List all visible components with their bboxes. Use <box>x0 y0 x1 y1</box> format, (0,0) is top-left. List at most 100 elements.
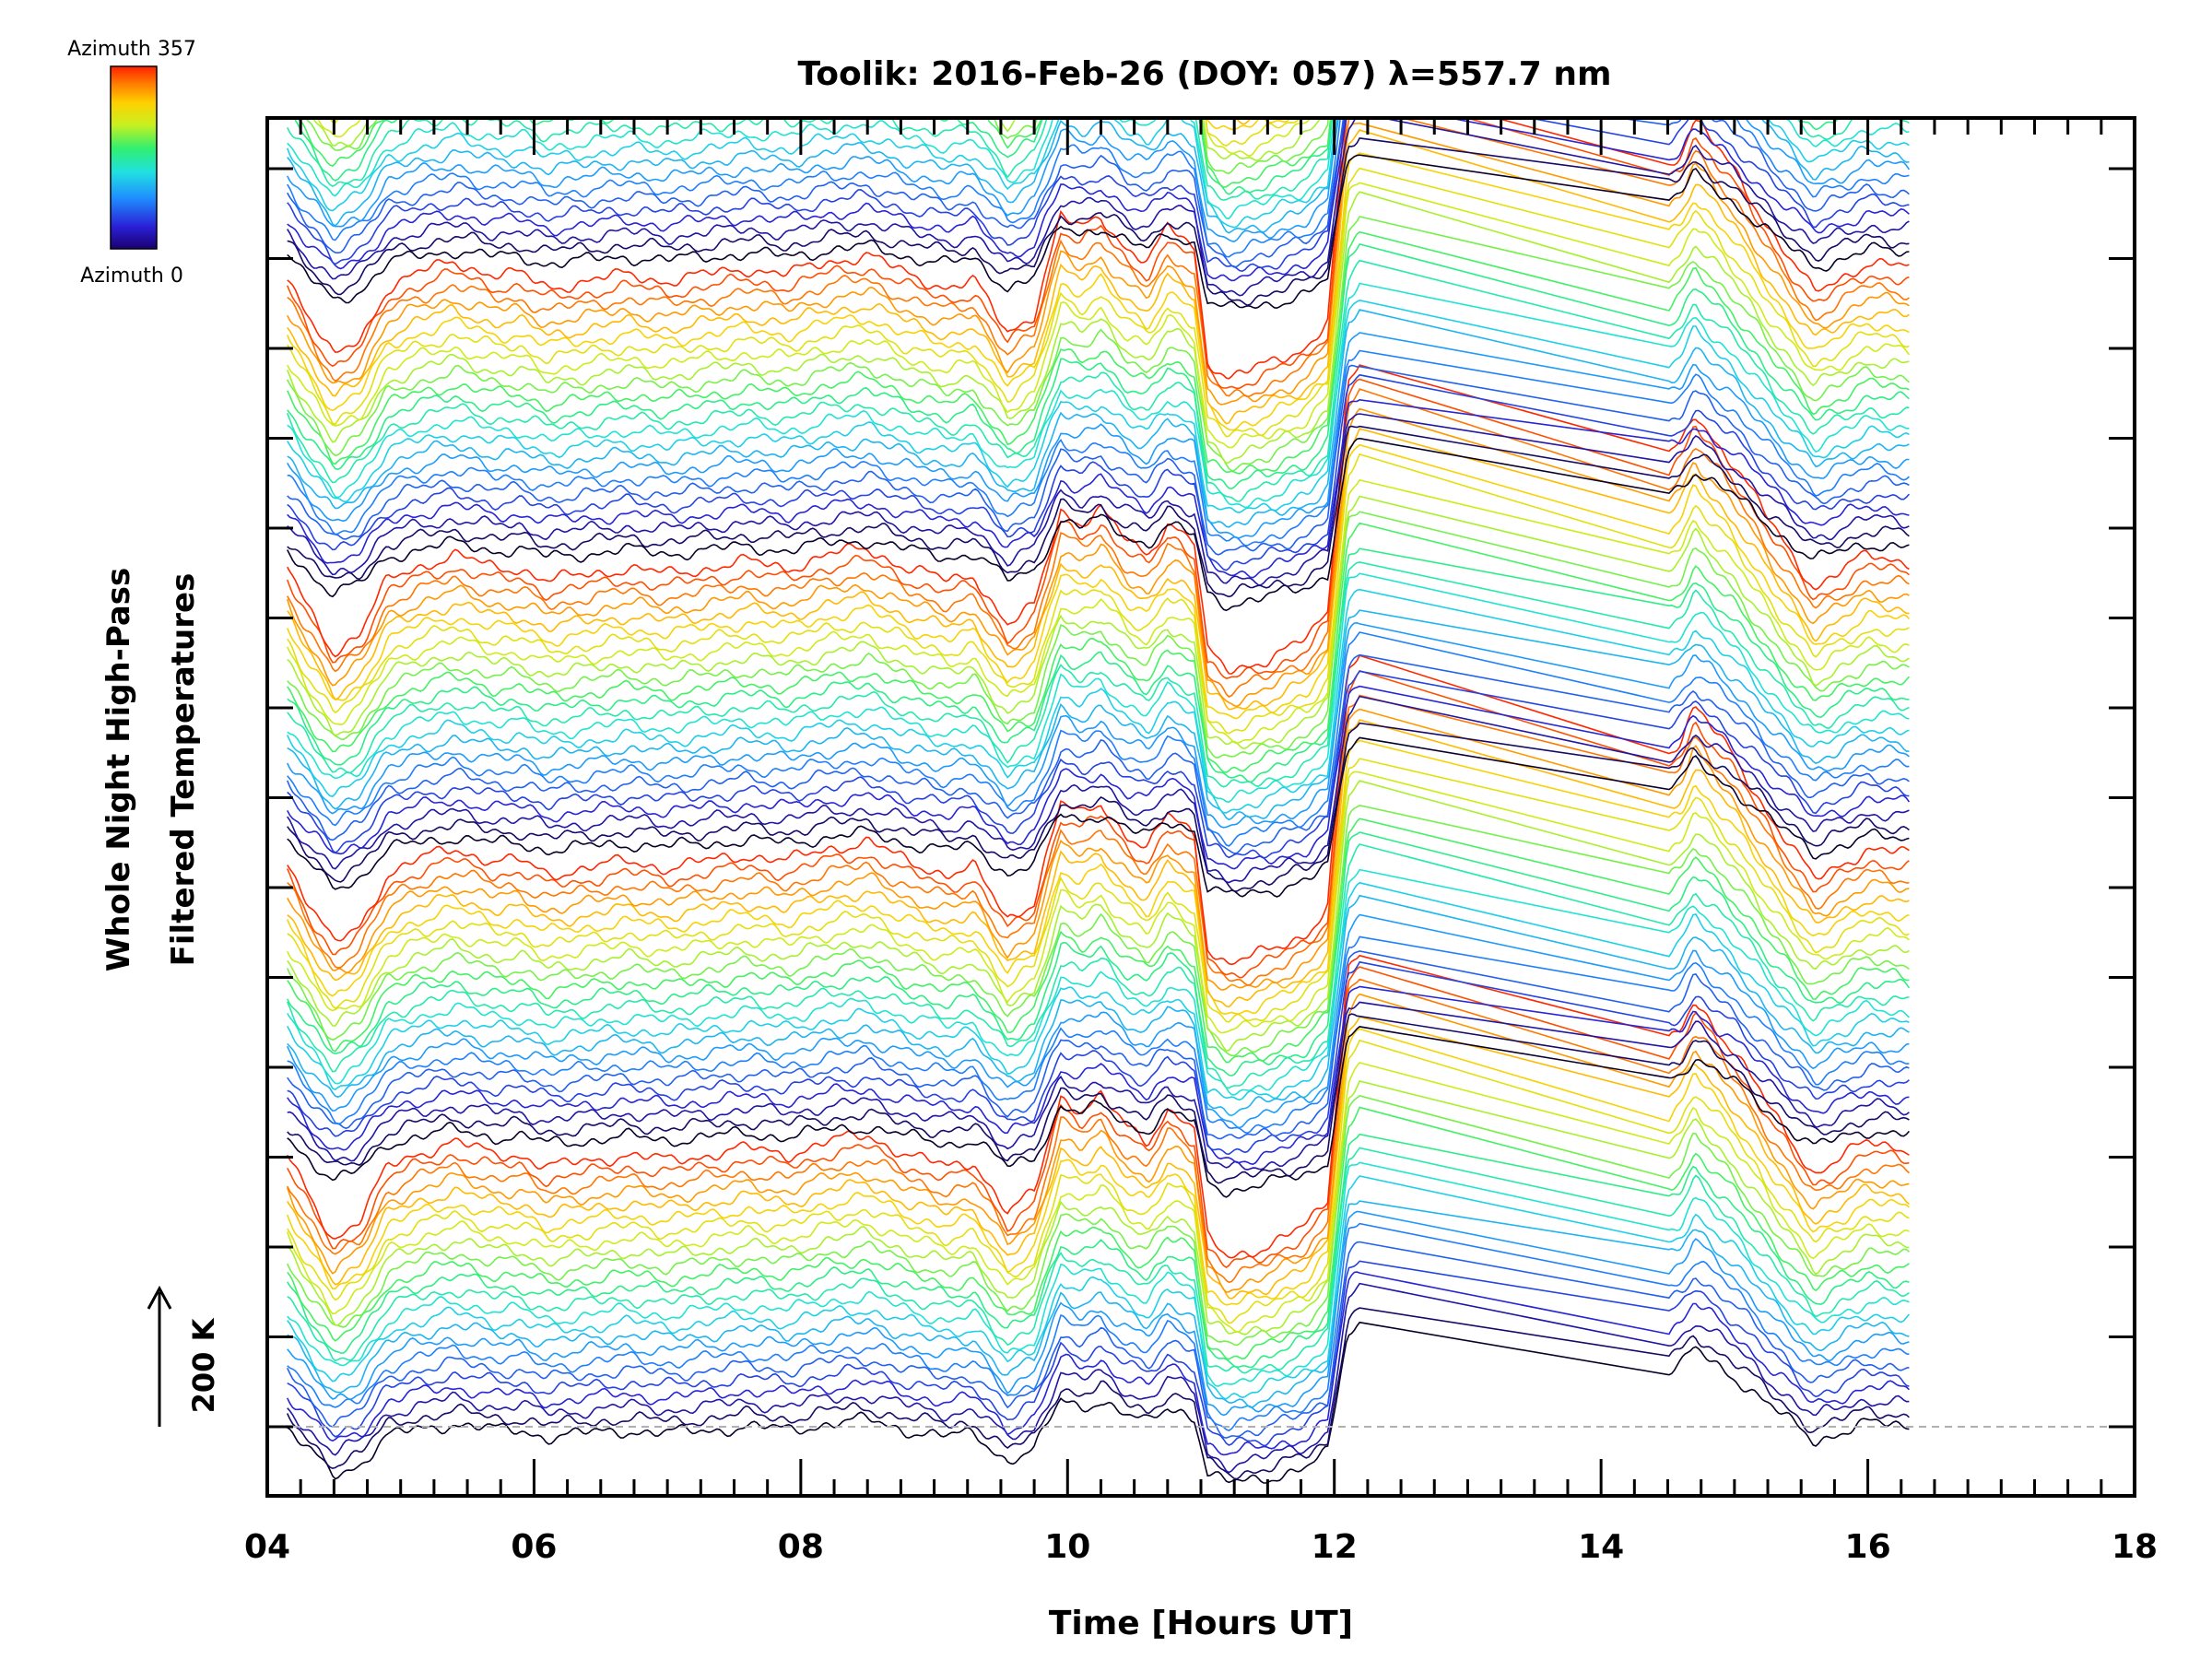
series-line-57 <box>286 588 1910 814</box>
series-line-83 <box>286 259 1910 502</box>
series-line-109 <box>295 118 1332 188</box>
x-tick-label: 04 <box>244 1528 290 1566</box>
series-line-15 <box>287 1080 1910 1335</box>
series-line-43 <box>287 719 1910 1008</box>
series-line-24 <box>287 1026 1911 1198</box>
series-line-79 <box>287 332 1910 539</box>
x-tick-label: 18 <box>2112 1528 2158 1566</box>
y-axis-label: Whole Night High-Pass Filtered Temperatu… <box>100 568 202 972</box>
x-tick-label: 10 <box>1044 1528 1090 1566</box>
series-line-3 <box>286 1271 1910 1456</box>
series-line-107 <box>286 118 1910 201</box>
series-line-103 <box>286 118 1911 242</box>
series-line-49 <box>287 722 1910 892</box>
series-line-18 <box>286 1028 1910 1306</box>
series-line-87 <box>286 191 1910 465</box>
series-line-105 <box>286 118 1910 229</box>
series-line-29 <box>287 950 1910 1140</box>
series-line-33 <box>287 881 1910 1101</box>
series-line-30 <box>287 935 1910 1135</box>
series-line-60 <box>287 547 1910 783</box>
series-line-6 <box>287 1222 1910 1431</box>
series-line-106 <box>287 118 1910 219</box>
series-line-42 <box>286 739 1910 1015</box>
series-line-88 <box>286 182 1911 449</box>
series-line-72 <box>286 437 1910 612</box>
y-axis-label-line1: Whole Night High-Pass <box>100 568 137 972</box>
series-line-74 <box>287 413 1910 586</box>
series-line-52 <box>287 670 1910 859</box>
series-line-90 <box>286 152 1910 431</box>
series-line-92 <box>286 122 1910 406</box>
series-line-78 <box>287 349 1910 547</box>
series-line-82 <box>287 282 1910 509</box>
series-line-31 <box>286 913 1910 1129</box>
series-line-93 <box>287 118 1910 398</box>
series-line-51 <box>286 685 1911 870</box>
series-line-26 <box>287 1001 1910 1171</box>
x-tick-label: 14 <box>1578 1528 1624 1566</box>
series-line-32 <box>287 894 1910 1117</box>
y-axis-label-line2: Filtered Temperatures <box>165 573 202 967</box>
series-line-77 <box>287 364 1910 556</box>
series-line-98 <box>287 118 1910 297</box>
series-line-67 <box>287 428 1910 711</box>
series-line-69 <box>287 388 1910 698</box>
series-line-54 <box>287 631 1910 847</box>
series-line-63 <box>287 495 1910 749</box>
series-line-53 <box>286 653 1910 854</box>
series-line-97 <box>287 137 1910 307</box>
series-line-7 <box>287 1210 1910 1417</box>
series-line-101 <box>287 118 1910 268</box>
colorbar-bottom-label: Azimuth 0 <box>80 265 183 288</box>
series-line-41 <box>287 758 1910 1023</box>
series-line-39 <box>287 780 1910 1052</box>
series-line-13 <box>287 1106 1910 1360</box>
series-line-19 <box>287 1016 1910 1300</box>
series-line-59 <box>287 561 1910 788</box>
series-line-38 <box>286 804 1910 1057</box>
plot-area <box>265 116 2136 1498</box>
series-line-2 <box>287 1282 1910 1474</box>
series-line-0 <box>287 1321 1910 1484</box>
series-line-64 <box>286 478 1910 745</box>
x-axis-label: Time [Hours UT] <box>1049 1605 1353 1642</box>
series-line-25 <box>287 1013 1910 1184</box>
series-line-100 <box>287 118 1910 273</box>
series-line-58 <box>287 572 1910 804</box>
series-line-46 <box>286 669 1910 979</box>
series-line-86 <box>286 216 1910 472</box>
series-line-96 <box>287 154 1910 310</box>
series-line-73 <box>287 425 1910 598</box>
series-line-12 <box>287 1133 1910 1369</box>
series-line-22 <box>287 966 1910 1268</box>
x-tick-label: 16 <box>1845 1528 1891 1566</box>
series-line-44 <box>287 708 1910 991</box>
series-line-102 <box>287 118 1910 258</box>
x-tick-labels: 04 06 08 10 12 14 16 18 <box>244 1528 2158 1566</box>
series-line-45 <box>287 694 1910 986</box>
series-line-94 <box>286 118 1910 390</box>
series-line-76 <box>287 373 1911 571</box>
series-line-21 <box>286 978 1910 1284</box>
series-line-4 <box>287 1260 1910 1447</box>
series-line-75 <box>287 398 1910 579</box>
series-line-16 <box>286 1062 1910 1334</box>
colorbar-gradient <box>110 65 158 250</box>
x-tick-label: 06 <box>511 1528 557 1566</box>
plot-frame <box>265 116 2136 1498</box>
colorbar: Azimuth 357 Azimuth 0 <box>67 38 196 288</box>
series-line-8 <box>287 1200 1910 1408</box>
series-line-40 <box>286 771 1910 1034</box>
series-line-17 <box>287 1039 1910 1324</box>
series-line-80 <box>287 309 1910 528</box>
series-line-66 <box>286 443 1911 720</box>
series-line-9 <box>287 1175 1911 1400</box>
series-line-34 <box>287 868 1910 1096</box>
tick-layer <box>265 118 2136 1496</box>
series-line-14 <box>286 1095 1910 1347</box>
scale-bar-arrowhead <box>147 1285 172 1310</box>
series-line-23 <box>286 954 1910 1259</box>
series-line-20 <box>286 993 1910 1293</box>
